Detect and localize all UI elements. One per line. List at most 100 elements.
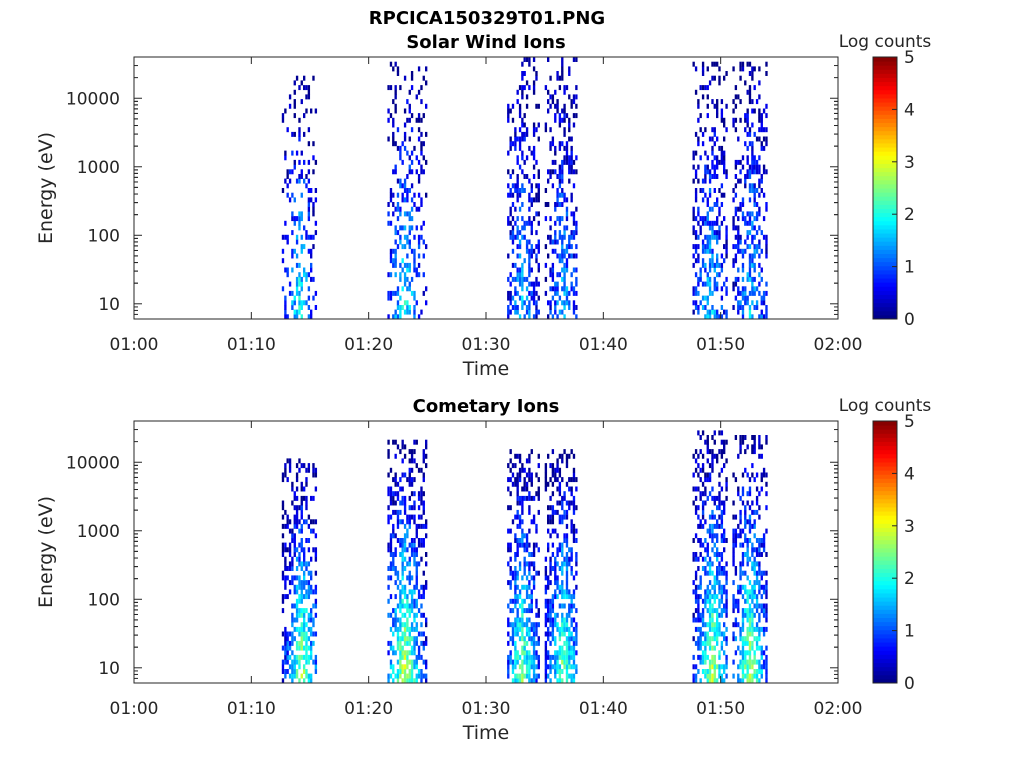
heatmap-cell xyxy=(765,61,768,67)
heatmap-cell xyxy=(744,608,747,614)
heatmap-cell xyxy=(314,519,318,525)
heatmap-cell xyxy=(718,472,721,478)
heatmap-cell xyxy=(523,547,526,553)
heatmap-cell xyxy=(737,276,740,282)
heatmap-cell xyxy=(415,169,418,175)
heatmap-cell xyxy=(408,519,411,525)
heatmap-cell xyxy=(509,108,512,114)
heatmap-cell xyxy=(565,141,569,147)
heatmap-cell xyxy=(396,617,400,623)
heatmap-cell xyxy=(509,636,512,642)
heatmap-cell xyxy=(392,477,395,483)
heatmap-cell xyxy=(751,183,754,189)
heatmap-cell xyxy=(554,300,557,306)
heatmap-cell xyxy=(392,650,395,656)
heatmap-cell xyxy=(537,608,540,614)
heatmap-cell xyxy=(711,248,714,254)
heatmap-cell xyxy=(516,183,519,189)
heatmap-cell xyxy=(284,556,287,562)
heatmap-cell xyxy=(293,103,296,109)
heatmap-cell xyxy=(713,267,716,273)
heatmap-cell xyxy=(565,622,569,628)
heatmap-cell xyxy=(530,295,533,301)
heatmap-cell xyxy=(293,99,296,105)
heatmap-cell xyxy=(755,673,759,679)
heatmap-cell xyxy=(732,673,735,679)
heatmap-cell xyxy=(396,491,400,497)
heatmap-cell xyxy=(751,612,754,618)
heatmap-cell xyxy=(422,169,425,175)
heatmap-cell xyxy=(284,314,287,320)
heatmap-cell xyxy=(295,486,299,492)
heatmap-cell xyxy=(692,552,695,557)
heatmap-cell xyxy=(746,108,749,114)
heatmap-cell xyxy=(396,626,400,632)
heatmap-cell xyxy=(547,234,550,240)
heatmap-cell xyxy=(525,309,529,315)
colorbar-segment xyxy=(873,466,897,471)
heatmap-cell xyxy=(507,463,510,469)
heatmap-cell xyxy=(760,188,763,193)
heatmap-cell xyxy=(312,467,315,473)
heatmap-cell xyxy=(403,225,407,231)
heatmap-cell xyxy=(537,659,540,665)
heatmap-cell xyxy=(310,253,313,259)
heatmap-cell xyxy=(532,547,536,553)
heatmap-cell xyxy=(314,230,318,236)
heatmap-cell xyxy=(755,216,759,222)
heatmap-cell xyxy=(704,589,707,595)
heatmap-cell xyxy=(697,654,700,660)
heatmap-cell xyxy=(746,300,749,306)
heatmap-cell xyxy=(295,505,299,511)
heatmap-cell xyxy=(720,305,724,310)
heatmap-cell xyxy=(725,248,728,254)
heatmap-cell xyxy=(572,309,576,315)
heatmap-cell xyxy=(408,267,411,273)
heatmap-cell xyxy=(410,552,414,557)
heatmap-cell xyxy=(535,626,538,632)
heatmap-cell xyxy=(758,547,761,553)
heatmap-cell xyxy=(392,439,395,445)
heatmap-cell xyxy=(575,225,578,231)
heatmap-cell xyxy=(765,664,768,670)
heatmap-cell xyxy=(568,603,571,609)
heatmap-cell xyxy=(310,262,313,268)
heatmap-cell xyxy=(568,453,571,459)
heatmap-cell xyxy=(403,262,407,268)
heatmap-cell xyxy=(300,314,303,320)
heatmap-cell xyxy=(312,589,315,595)
heatmap-cell xyxy=(692,678,695,684)
heatmap-cell xyxy=(570,617,573,623)
heatmap-cell xyxy=(706,281,709,287)
heatmap-cell xyxy=(312,276,315,282)
heatmap-cell xyxy=(389,538,393,543)
heatmap-cell xyxy=(572,495,576,501)
heatmap-cell xyxy=(401,500,404,506)
heatmap-cell xyxy=(525,286,529,292)
heatmap-cell xyxy=(408,108,411,114)
x-tick-label: 01:40 xyxy=(579,699,628,719)
heatmap-cell xyxy=(706,435,709,440)
heatmap-cell xyxy=(413,253,416,259)
heatmap-cell xyxy=(753,192,756,198)
heatmap-cell xyxy=(706,234,709,240)
heatmap-cell xyxy=(746,640,749,646)
heatmap-cell xyxy=(563,603,566,609)
heatmap-cell xyxy=(762,234,766,240)
colorbar-segment xyxy=(873,282,897,287)
heatmap-cell xyxy=(523,159,526,165)
heatmap-cell xyxy=(401,603,404,609)
heatmap-cell xyxy=(723,528,726,534)
heatmap-cell xyxy=(425,159,428,165)
heatmap-cell xyxy=(554,669,557,674)
heatmap-cell xyxy=(547,514,550,520)
heatmap-cell xyxy=(406,192,409,198)
heatmap-cell xyxy=(281,547,285,553)
heatmap-cell xyxy=(716,155,719,161)
heatmap-cell xyxy=(532,197,536,203)
heatmap-cell xyxy=(753,164,756,170)
heatmap-cell xyxy=(554,234,557,240)
heatmap-cell xyxy=(406,117,409,123)
heatmap-cell xyxy=(303,622,306,628)
heatmap-cell xyxy=(514,481,517,487)
